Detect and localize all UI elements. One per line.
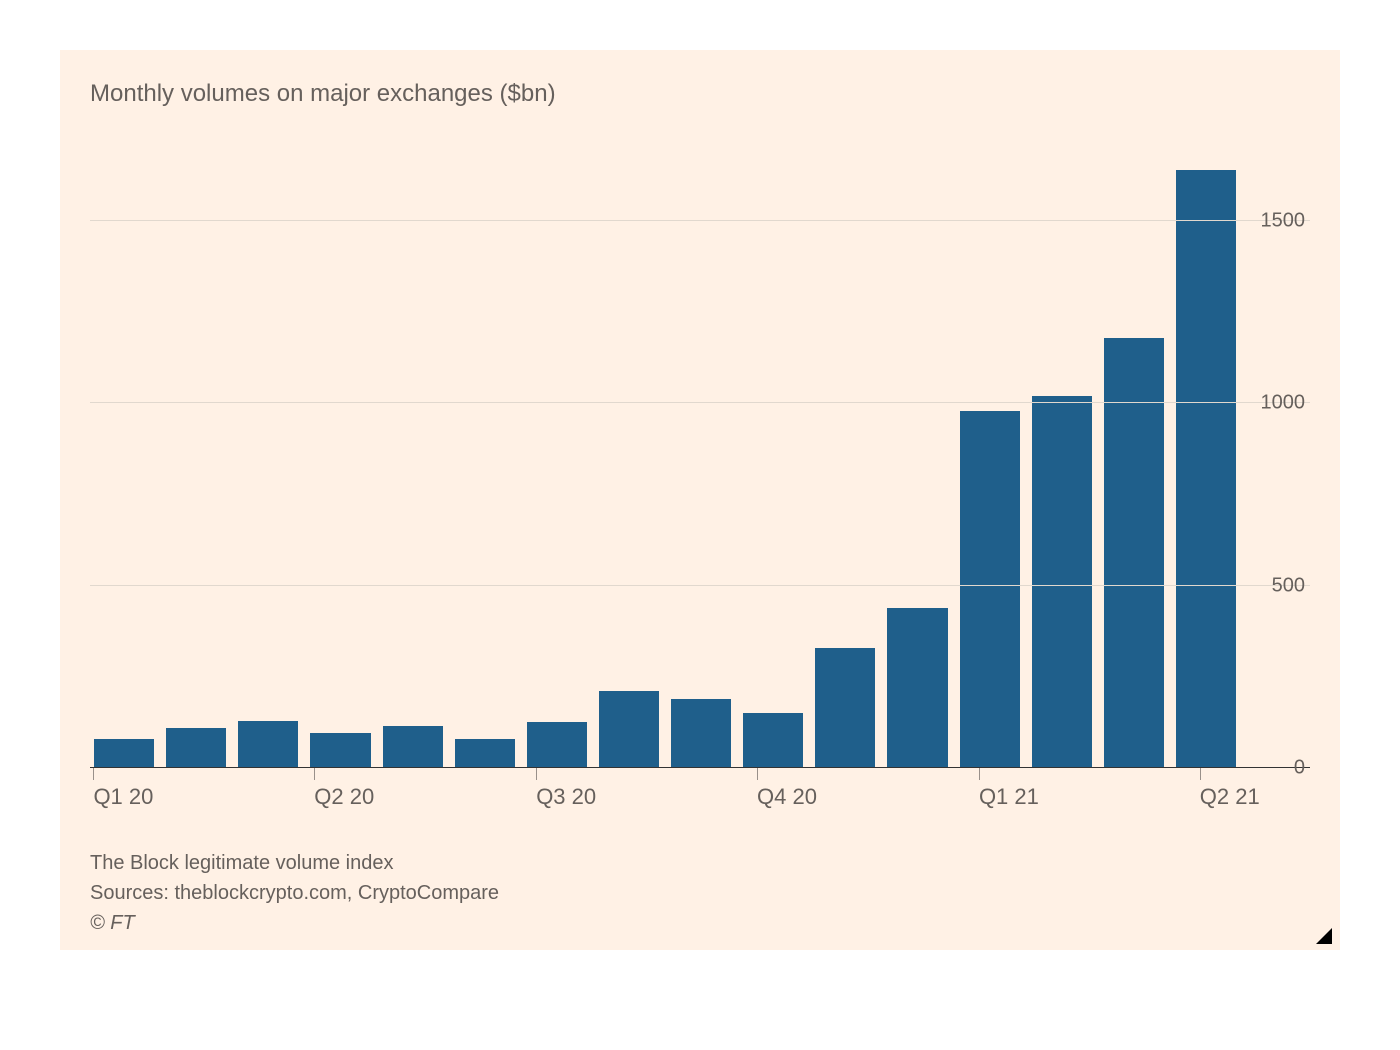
chart-footer: The Block legitimate volume index Source… bbox=[90, 848, 1310, 938]
chart-plot-area: 050010001500 bbox=[90, 148, 1240, 768]
bar bbox=[743, 713, 803, 768]
gridline bbox=[90, 585, 1310, 586]
footer-note-1: The Block legitimate volume index bbox=[90, 848, 1310, 878]
bar-group bbox=[90, 148, 1240, 768]
y-axis-label: 0 bbox=[1294, 757, 1305, 780]
x-axis: Q1 20Q2 20Q3 20Q4 20Q1 21Q2 21 bbox=[90, 768, 1240, 818]
bar bbox=[166, 728, 226, 768]
y-axis-label: 1000 bbox=[1261, 392, 1306, 415]
x-axis-label: Q4 20 bbox=[757, 784, 817, 810]
y-axis-label: 500 bbox=[1272, 574, 1305, 597]
bar bbox=[1176, 170, 1236, 768]
bar bbox=[94, 739, 154, 768]
x-axis-label: Q2 20 bbox=[314, 784, 374, 810]
bar bbox=[1032, 396, 1092, 768]
x-tick bbox=[314, 768, 315, 780]
chart-subtitle: Monthly volumes on major exchanges ($bn) bbox=[90, 80, 1310, 108]
x-axis-label: Q1 21 bbox=[979, 784, 1039, 810]
x-axis-label: Q1 20 bbox=[93, 784, 153, 810]
footer-copyright: © FT bbox=[90, 908, 1310, 938]
bar bbox=[527, 722, 587, 768]
bar bbox=[238, 721, 298, 768]
bar bbox=[960, 411, 1020, 768]
bar bbox=[887, 608, 947, 768]
resize-corner-icon bbox=[1316, 928, 1332, 944]
x-tick bbox=[757, 768, 758, 780]
x-axis-label: Q3 20 bbox=[536, 784, 596, 810]
x-tick bbox=[93, 768, 94, 780]
bar bbox=[455, 739, 515, 768]
bar bbox=[310, 733, 370, 768]
gridline bbox=[90, 402, 1310, 403]
bar bbox=[815, 648, 875, 768]
footer-note-2: Sources: theblockcrypto.com, CryptoCompa… bbox=[90, 878, 1310, 908]
chart-container: Monthly volumes on major exchanges ($bn)… bbox=[60, 50, 1340, 950]
x-tick bbox=[536, 768, 537, 780]
bar bbox=[671, 699, 731, 768]
x-tick bbox=[979, 768, 980, 780]
y-axis-label: 1500 bbox=[1261, 209, 1306, 232]
x-axis-label: Q2 21 bbox=[1200, 784, 1260, 810]
bar bbox=[383, 726, 443, 768]
x-tick bbox=[1200, 768, 1201, 780]
gridline bbox=[90, 220, 1310, 221]
bar bbox=[599, 691, 659, 768]
